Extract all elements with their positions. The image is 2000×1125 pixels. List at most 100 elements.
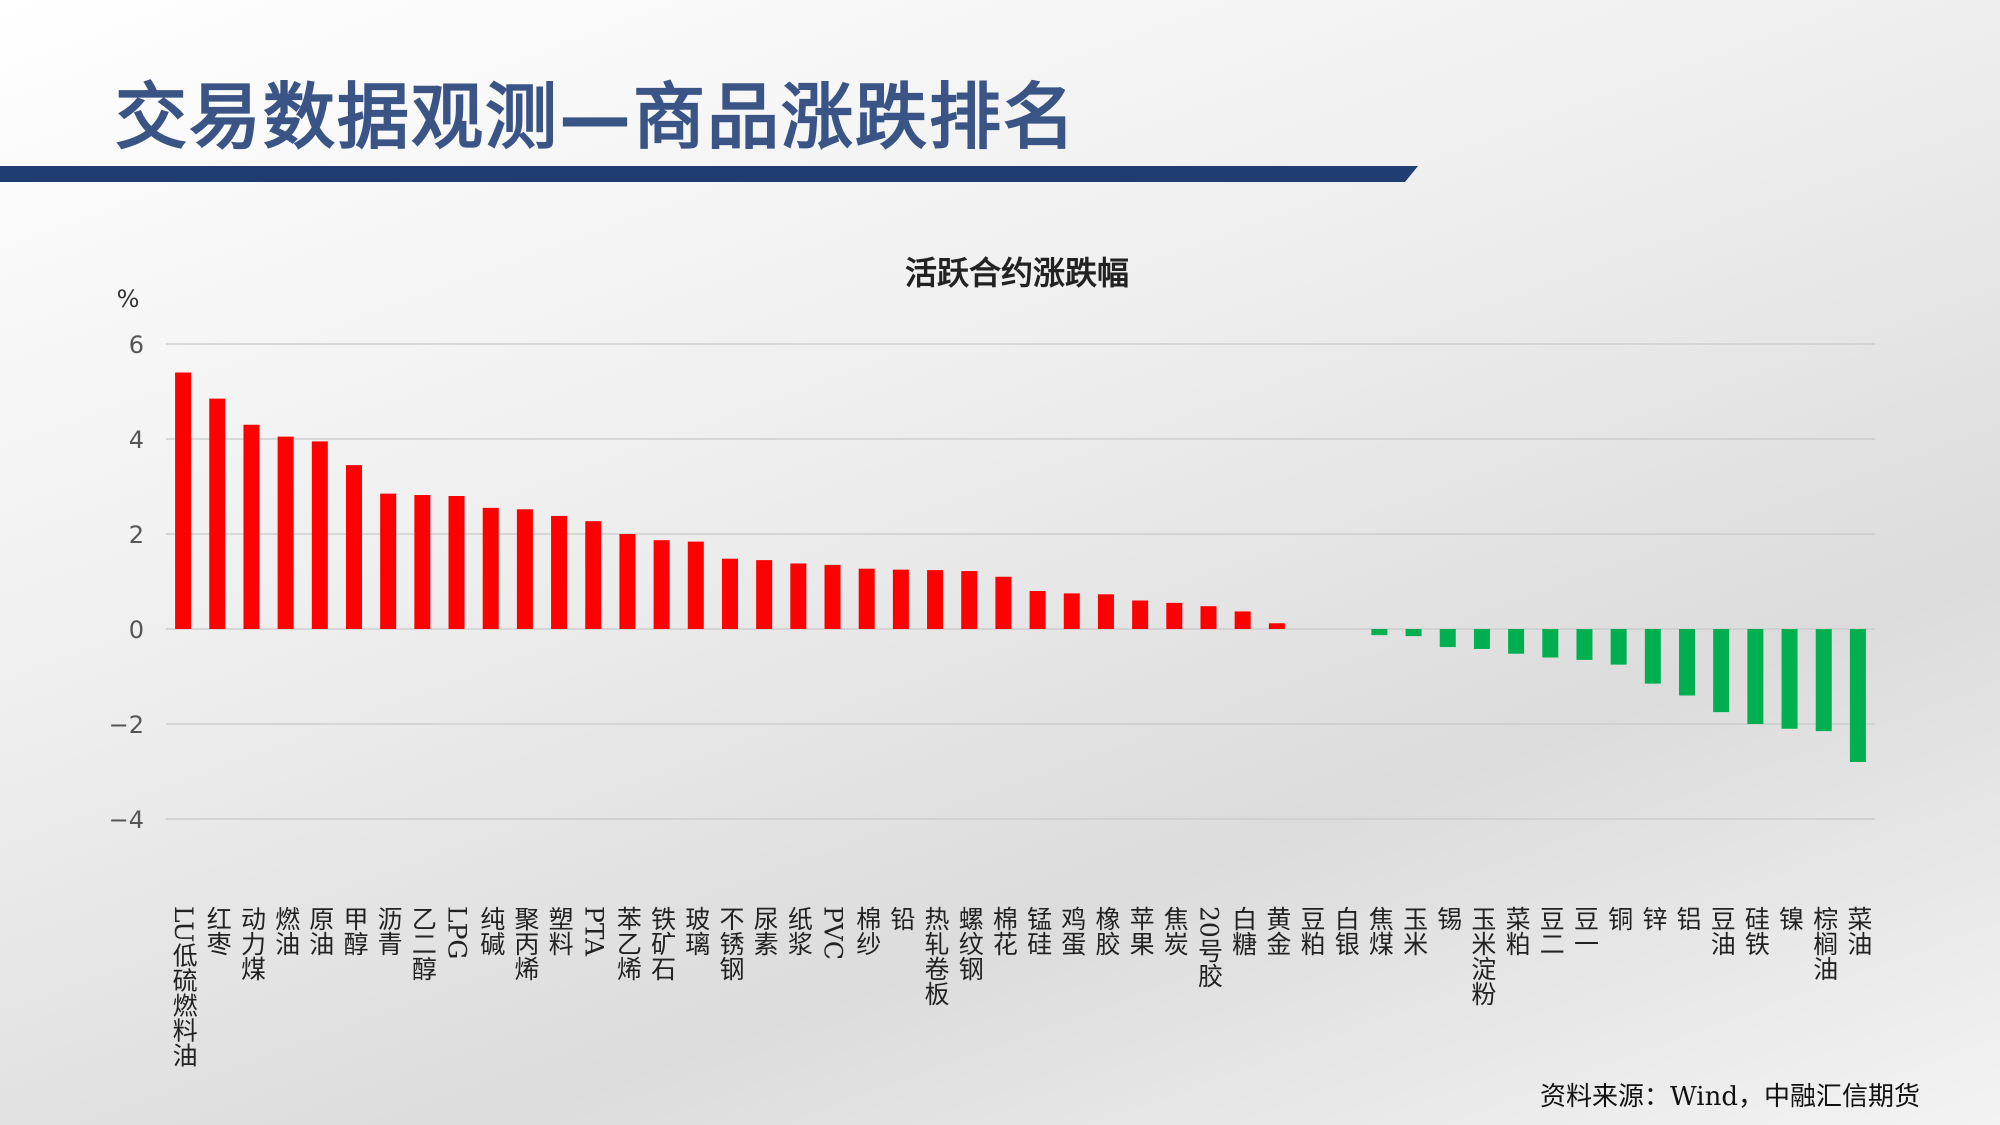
x-tick-label: 豆二 <box>1536 906 1566 956</box>
bar <box>1371 629 1388 636</box>
x-tick-label: 白糖 <box>1228 906 1258 956</box>
chart-title: 活跃合约涨跌幅 <box>905 254 1129 292</box>
y-tick-label: 0 <box>129 616 144 644</box>
bar <box>961 571 978 629</box>
header-band <box>0 166 1418 182</box>
bar <box>1439 629 1456 648</box>
bar <box>824 564 841 629</box>
x-tick-label: 乙二醇 <box>408 906 438 981</box>
bar <box>995 576 1012 629</box>
bar <box>1781 629 1798 729</box>
x-tick-label: 硅铁 <box>1741 906 1771 956</box>
x-tick-label: 20号胶 <box>1194 906 1224 988</box>
bar <box>448 496 465 629</box>
x-tick-label: 动力煤 <box>237 906 267 981</box>
x-tick-label: 尿素 <box>750 906 780 956</box>
bar <box>1815 629 1832 732</box>
x-tick-label: 甲醇 <box>339 906 369 956</box>
x-tick-label: 鸡蛋 <box>1057 906 1087 956</box>
bar <box>1542 629 1559 658</box>
x-tick-label: 玉米淀粉 <box>1467 906 1497 1006</box>
x-tick-label: 镍 <box>1775 906 1805 931</box>
bar <box>756 560 773 629</box>
bar <box>619 534 636 629</box>
x-tick-label: 棉花 <box>989 906 1019 956</box>
bar <box>1405 629 1422 637</box>
x-tick-label: 纸浆 <box>784 906 814 956</box>
x-tick-label: 玻璃 <box>681 906 711 956</box>
bar <box>1268 623 1285 629</box>
bar <box>277 436 294 629</box>
x-tick-label: 豆粕 <box>1297 906 1327 956</box>
x-tick-label: 红枣 <box>203 906 233 956</box>
bar <box>892 569 909 629</box>
bar <box>1200 606 1217 629</box>
x-tick-label: 焦煤 <box>1365 906 1395 956</box>
bar <box>1473 629 1490 649</box>
bar <box>1097 594 1114 629</box>
x-tick-label: 白银 <box>1331 906 1361 956</box>
bar <box>927 570 944 629</box>
x-tick-label: 塑料 <box>545 906 575 956</box>
source: 资料来源：Wind，中融汇信期货 <box>1540 1082 1920 1112</box>
y-tick-label: 4 <box>129 426 144 454</box>
x-tick-label: 铁矿石 <box>647 906 677 981</box>
x-tick-label: LPG <box>442 906 472 960</box>
x-tick-label: 铜 <box>1604 906 1634 931</box>
bar <box>1610 629 1627 665</box>
bar <box>1029 591 1046 629</box>
x-tick-label: 燃油 <box>271 906 301 956</box>
bar <box>380 493 397 629</box>
bar <box>1849 629 1866 762</box>
bar <box>243 424 260 629</box>
x-tick-label: 橡胶 <box>1091 906 1121 956</box>
bar <box>790 563 807 629</box>
x-tick-label: 菜粕 <box>1502 906 1532 956</box>
x-tick-label: 锡 <box>1433 906 1463 931</box>
x-tick-label: 铝 <box>1673 906 1702 931</box>
bar <box>1063 593 1080 629</box>
x-tick-label: 豆油 <box>1707 906 1737 956</box>
x-tick-label: 沥青 <box>374 906 404 956</box>
x-tick-label: 豆一 <box>1570 906 1600 956</box>
bar <box>1576 629 1593 660</box>
bar <box>482 507 499 629</box>
bar <box>858 568 875 629</box>
x-tick-label: 铅 <box>886 906 916 931</box>
x-tick-label: 玉米 <box>1399 906 1429 956</box>
bar <box>687 541 704 629</box>
x-tick-label: 菜油 <box>1843 906 1873 956</box>
bar <box>721 558 738 629</box>
y-unit: % <box>117 285 140 313</box>
x-tick-label: 螺纹钢 <box>955 906 985 981</box>
x-tick-label: LU低硫燃料油 <box>169 906 199 1068</box>
bar <box>1679 629 1696 696</box>
bar <box>175 372 192 629</box>
bar <box>1132 600 1149 629</box>
bar <box>414 495 431 629</box>
x-tick-label: 焦炭 <box>1160 906 1190 956</box>
bar <box>1234 611 1251 629</box>
bar <box>1713 629 1730 713</box>
x-tick-label: 锌 <box>1638 906 1668 931</box>
bar <box>653 540 670 629</box>
bar <box>345 465 362 629</box>
bar <box>551 515 568 629</box>
bar <box>209 398 226 629</box>
bar <box>585 521 602 629</box>
x-tick-label: PTA <box>579 906 609 957</box>
bar <box>1747 629 1764 724</box>
x-tick-label: 不锈钢 <box>715 906 745 981</box>
x-tick-label: 热轧卷板 <box>921 906 951 1006</box>
x-tick-label: 苯乙烯 <box>613 906 643 981</box>
y-tick-label: 6 <box>129 331 144 359</box>
bar <box>1644 629 1661 684</box>
x-tick-label: PVC <box>818 906 848 961</box>
y-tick-label: 2 <box>129 521 144 549</box>
x-tick-label: 聚丙烯 <box>510 906 540 981</box>
x-tick-label: 原油 <box>305 906 335 956</box>
bar <box>516 509 533 629</box>
x-tick-label: 黄金 <box>1262 906 1292 956</box>
bar <box>1166 602 1183 629</box>
